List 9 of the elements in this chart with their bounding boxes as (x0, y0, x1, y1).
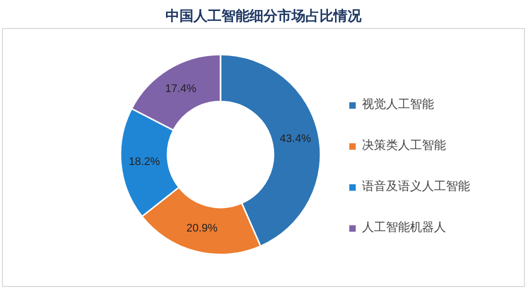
legend-label: 视觉人工智能 (362, 96, 434, 113)
data-label: 20.9% (186, 222, 218, 235)
legend-label: 语音及语义人工智能 (362, 178, 470, 195)
data-label: 17.4% (165, 83, 197, 96)
data-label: 18.2% (128, 156, 160, 168)
data-label: 43.4% (280, 132, 312, 145)
legend-label: 人工智能机器人 (362, 219, 446, 236)
chart-title: 中国人工智能细分市场占比情况 (166, 8, 362, 24)
legend-label: 决策类人工智能 (362, 137, 446, 154)
